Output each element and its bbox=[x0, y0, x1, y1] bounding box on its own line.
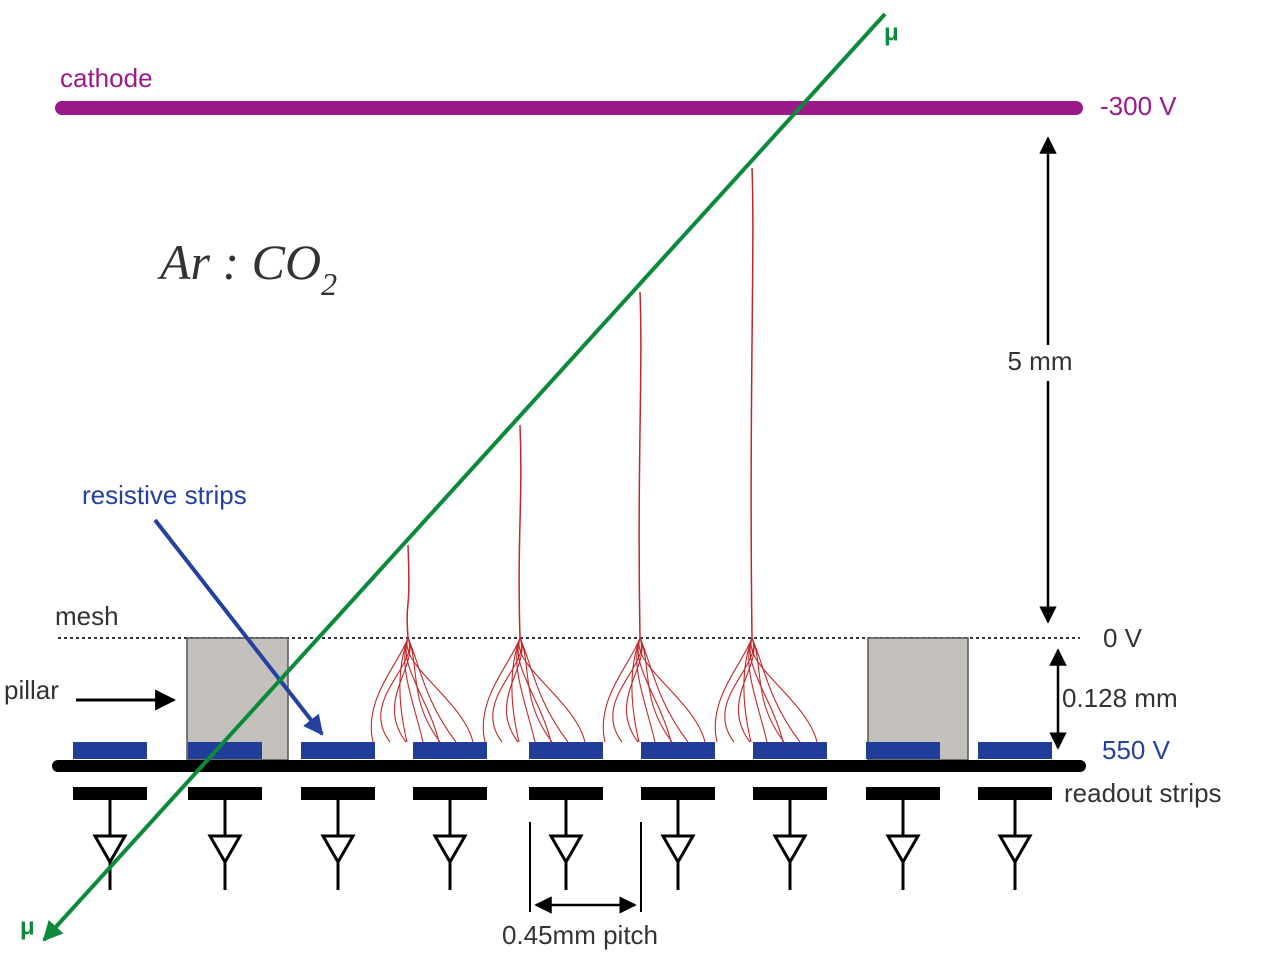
readout-strip bbox=[413, 787, 487, 800]
avalanche-line bbox=[482, 637, 521, 743]
pillar-label: pillar bbox=[4, 675, 59, 705]
avalanche-line bbox=[638, 637, 706, 743]
drift-line bbox=[750, 167, 754, 639]
avalanche-line bbox=[505, 637, 523, 743]
avalanche-line bbox=[749, 637, 784, 743]
avalanche-line bbox=[751, 637, 785, 743]
resistive-strip bbox=[753, 742, 827, 759]
resistive-strips-arrow bbox=[153, 518, 324, 736]
avalanche-line bbox=[750, 637, 818, 743]
strip-group bbox=[73, 742, 1052, 890]
avalanche-line bbox=[602, 637, 641, 743]
readout-strips-label: readout strips bbox=[1064, 778, 1222, 808]
amplifier bbox=[660, 834, 696, 866]
drift-lines bbox=[370, 167, 818, 743]
amplification-gap-label: 0.128 mm bbox=[1062, 683, 1178, 713]
avalanche-line bbox=[407, 637, 441, 743]
resistive-strip bbox=[641, 742, 715, 759]
resistive-strip bbox=[866, 742, 940, 759]
avalanche-line bbox=[406, 637, 474, 743]
drift-line bbox=[406, 544, 410, 639]
muon-track bbox=[42, 12, 887, 942]
amplifier bbox=[432, 834, 468, 866]
avalanche-line bbox=[639, 637, 689, 743]
resistive-strip bbox=[73, 742, 147, 759]
readout-strip bbox=[529, 787, 603, 800]
pitch-label: 0.45mm pitch bbox=[502, 920, 658, 950]
gas-main: Ar : CO bbox=[157, 234, 321, 290]
avalanche-line bbox=[639, 637, 673, 743]
gas-label: Ar : CO2 bbox=[157, 234, 337, 302]
cathode-label: cathode bbox=[60, 63, 153, 93]
avalanche-line bbox=[724, 637, 755, 743]
drift-gap-label: 5 mm bbox=[1008, 346, 1073, 376]
resistive-strip bbox=[978, 742, 1052, 759]
amplifier bbox=[320, 834, 356, 866]
avalanche-line bbox=[393, 637, 411, 743]
cathode-voltage: -300 V bbox=[1100, 91, 1177, 121]
avalanche-line bbox=[405, 637, 440, 743]
readout-strip bbox=[188, 787, 262, 800]
avalanche-line bbox=[519, 637, 569, 743]
avalanche-line bbox=[637, 637, 672, 743]
gas-subscript: 2 bbox=[321, 266, 337, 302]
avalanche-line bbox=[380, 637, 411, 743]
amplifier bbox=[207, 834, 243, 866]
readout-strip bbox=[641, 787, 715, 800]
mesh-label: mesh bbox=[55, 601, 119, 631]
drift-line bbox=[518, 424, 522, 639]
avalanche-line bbox=[714, 637, 753, 743]
avalanche-line bbox=[612, 637, 643, 743]
resistive-strip bbox=[529, 742, 603, 759]
drift-line bbox=[638, 291, 642, 639]
avalanche-line bbox=[737, 637, 755, 743]
avalanche-line bbox=[517, 637, 552, 743]
resistive-strip bbox=[413, 742, 487, 759]
avalanche-line bbox=[519, 637, 553, 743]
avalanche-line bbox=[518, 637, 586, 743]
avalanche-line bbox=[370, 637, 409, 743]
readout-strip bbox=[753, 787, 827, 800]
readout-strip bbox=[866, 787, 940, 800]
resistive-strip bbox=[188, 742, 262, 759]
readout-strip bbox=[73, 787, 147, 800]
amplifier bbox=[772, 834, 808, 866]
muon-label: μ bbox=[884, 19, 899, 46]
amplifier bbox=[548, 834, 584, 866]
readout-strip bbox=[978, 787, 1052, 800]
pillar bbox=[867, 637, 969, 761]
amplifier bbox=[885, 834, 921, 866]
strip-voltage: 550 V bbox=[1102, 735, 1171, 765]
readout-strip bbox=[301, 787, 375, 800]
mesh-voltage: 0 V bbox=[1103, 623, 1143, 653]
avalanche-line bbox=[625, 637, 643, 743]
avalanche-line bbox=[751, 637, 801, 743]
amplifier bbox=[997, 834, 1033, 866]
pillar bbox=[186, 637, 289, 761]
avalanche-line bbox=[492, 637, 523, 743]
amplifier bbox=[92, 834, 128, 866]
muon-label: μ bbox=[20, 913, 35, 940]
resistive-strips-label: resistive strips bbox=[82, 480, 247, 510]
label-bg bbox=[1005, 345, 1095, 381]
resistive-strip bbox=[301, 742, 375, 759]
avalanche-line bbox=[407, 637, 457, 743]
